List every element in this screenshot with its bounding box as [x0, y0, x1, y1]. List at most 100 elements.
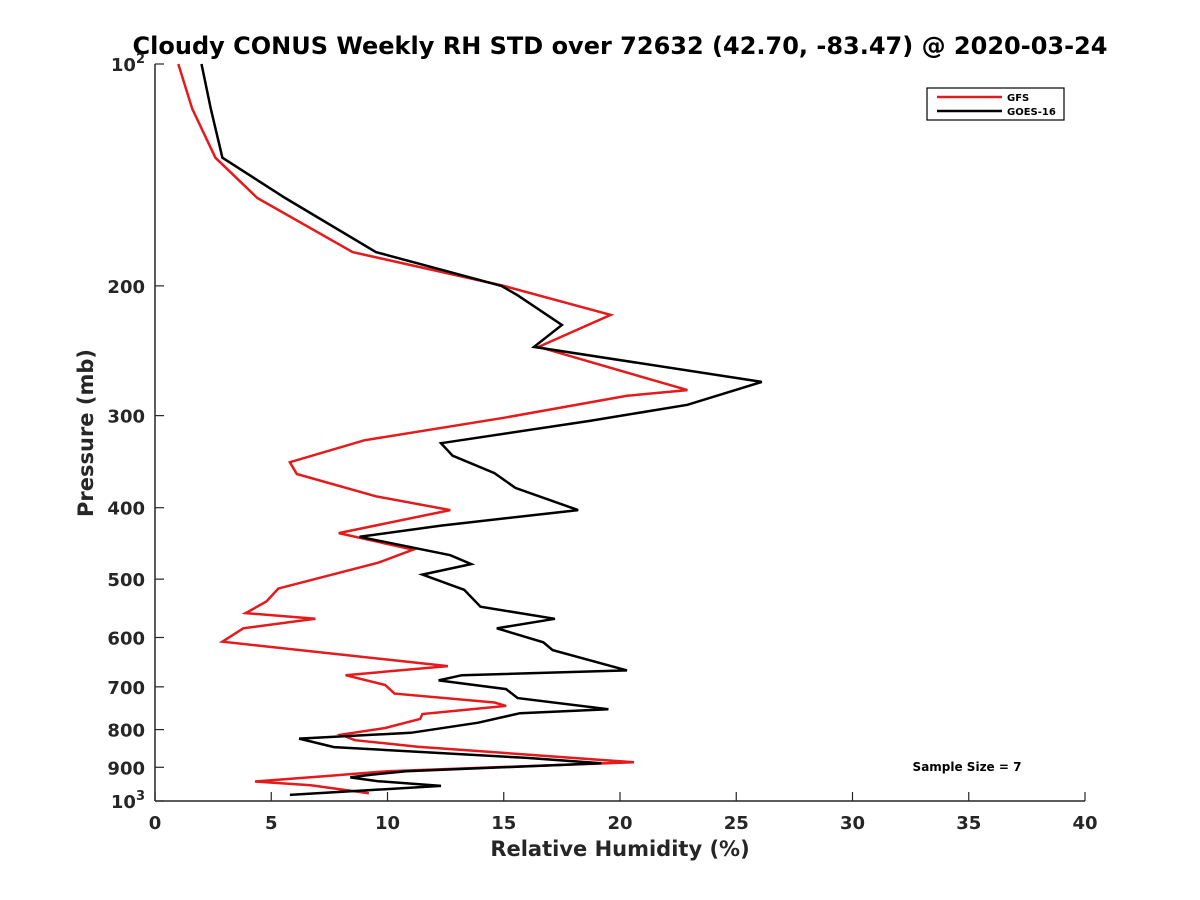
data-point-gfs — [344, 674, 346, 676]
data-point-gfs — [505, 705, 507, 707]
data-point-gfs — [354, 739, 356, 741]
x-tick-label: 10 — [375, 813, 400, 834]
data-point-gfs — [417, 746, 419, 748]
data-point-gfs — [377, 562, 379, 564]
data-point-gfs — [633, 761, 635, 763]
series-layer — [177, 63, 763, 797]
data-point-goes16 — [505, 688, 507, 690]
data-point-gfs — [221, 641, 223, 643]
data-point-goes16 — [577, 509, 579, 511]
data-point-goes16 — [496, 627, 498, 629]
data-point-gfs — [326, 775, 328, 777]
legend-goes16-label: GOES-16 — [1007, 107, 1056, 118]
data-point-goes16 — [514, 487, 516, 489]
data-point-goes16 — [221, 157, 223, 159]
data-point-goes16 — [461, 674, 463, 676]
data-point-goes16 — [479, 606, 481, 608]
y-tick-label: 800 — [107, 721, 145, 742]
y-tick-label: 200 — [107, 277, 145, 298]
plot-area: 0 5 10 15 20 25 30 35 40 102 200 300 400 500 600 700 80… — [107, 52, 1097, 834]
data-point-goes16 — [477, 722, 479, 724]
y-tick-label: 500 — [107, 570, 145, 591]
data-point-goes16 — [421, 573, 423, 575]
series-line-goes16 — [200, 63, 763, 797]
data-point-goes16 — [451, 455, 453, 457]
x-tick-label: 20 — [607, 813, 632, 834]
data-point-gfs — [256, 197, 258, 199]
data-point-gfs — [242, 627, 244, 629]
data-point-gfs — [363, 439, 365, 441]
data-point-goes16 — [533, 346, 535, 348]
data-point-gfs — [310, 784, 312, 786]
data-point-goes16 — [600, 762, 602, 764]
y-tick-label: 102 — [111, 52, 145, 76]
x-ticks: 0 5 10 15 20 25 30 35 40 — [149, 792, 1098, 834]
data-point-goes16 — [284, 197, 286, 199]
y-tick-label: 600 — [107, 628, 145, 649]
data-point-goes16 — [440, 524, 442, 526]
y-tick-label: 900 — [107, 758, 145, 779]
data-point-goes16 — [349, 776, 351, 778]
data-point-goes16 — [517, 697, 519, 699]
x-axis-label: Relative Humidity (%) — [490, 837, 749, 861]
data-point-gfs — [610, 314, 612, 316]
data-point-goes16 — [554, 618, 556, 620]
data-point-goes16 — [551, 649, 553, 651]
data-point-gfs — [626, 395, 628, 397]
y-tick-label: 300 — [107, 407, 145, 428]
data-point-goes16 — [470, 563, 472, 565]
data-point-gfs — [296, 473, 298, 475]
data-point-goes16 — [298, 737, 300, 739]
data-point-goes16 — [517, 294, 519, 296]
data-point-gfs — [191, 108, 193, 110]
x-tick-label: 30 — [840, 813, 865, 834]
chart-title: Cloudy CONUS Weekly RH STD over 72632 (4… — [133, 32, 1108, 60]
data-point-gfs — [503, 417, 505, 419]
data-point-goes16 — [289, 794, 291, 796]
sample-size-annotation: Sample Size = 7 — [913, 760, 1022, 774]
data-point-gfs — [289, 461, 291, 463]
legend: GFS GOES-16 — [926, 87, 1065, 121]
data-point-goes16 — [437, 679, 439, 681]
legend-box — [926, 87, 1065, 121]
data-point-goes16 — [410, 732, 412, 734]
legend-gfs-label: GFS — [1007, 93, 1029, 104]
data-point-goes16 — [377, 780, 379, 782]
data-point-gfs — [449, 509, 451, 511]
data-point-goes16 — [626, 669, 628, 671]
data-point-goes16 — [761, 381, 763, 383]
data-point-goes16 — [463, 589, 465, 591]
x-tick-label: 25 — [724, 813, 749, 834]
data-point-gfs — [338, 532, 340, 534]
data-point-goes16 — [405, 770, 407, 772]
data-point-gfs — [384, 684, 386, 686]
data-point-gfs — [351, 251, 353, 253]
data-point-goes16 — [493, 472, 495, 474]
data-point-gfs — [419, 718, 421, 720]
y-ticks: 102 200 300 400 500 600 700 800 900 103 — [107, 52, 164, 813]
y-tick-label: 400 — [107, 499, 145, 520]
data-point-gfs — [447, 665, 449, 667]
data-point-gfs — [393, 692, 395, 694]
data-point-gfs — [314, 618, 316, 620]
data-point-gfs — [265, 600, 267, 602]
data-point-goes16 — [440, 785, 442, 787]
data-point-goes16 — [561, 324, 563, 326]
data-point-goes16 — [519, 712, 521, 714]
data-point-gfs — [368, 792, 370, 794]
data-point-goes16 — [500, 285, 502, 287]
data-point-goes16 — [200, 63, 202, 65]
data-point-goes16 — [607, 708, 609, 710]
plot-background — [155, 64, 1085, 801]
data-point-goes16 — [358, 536, 360, 538]
y-tick-label: 103 — [111, 789, 145, 813]
data-point-goes16 — [542, 641, 544, 643]
data-point-gfs — [384, 727, 386, 729]
data-point-goes16 — [449, 554, 451, 556]
data-point-goes16 — [440, 442, 442, 444]
y-axis-label: Pressure (mb) — [74, 349, 98, 517]
data-point-goes16 — [686, 404, 688, 406]
x-tick-label: 15 — [491, 813, 516, 834]
data-point-gfs — [214, 157, 216, 159]
